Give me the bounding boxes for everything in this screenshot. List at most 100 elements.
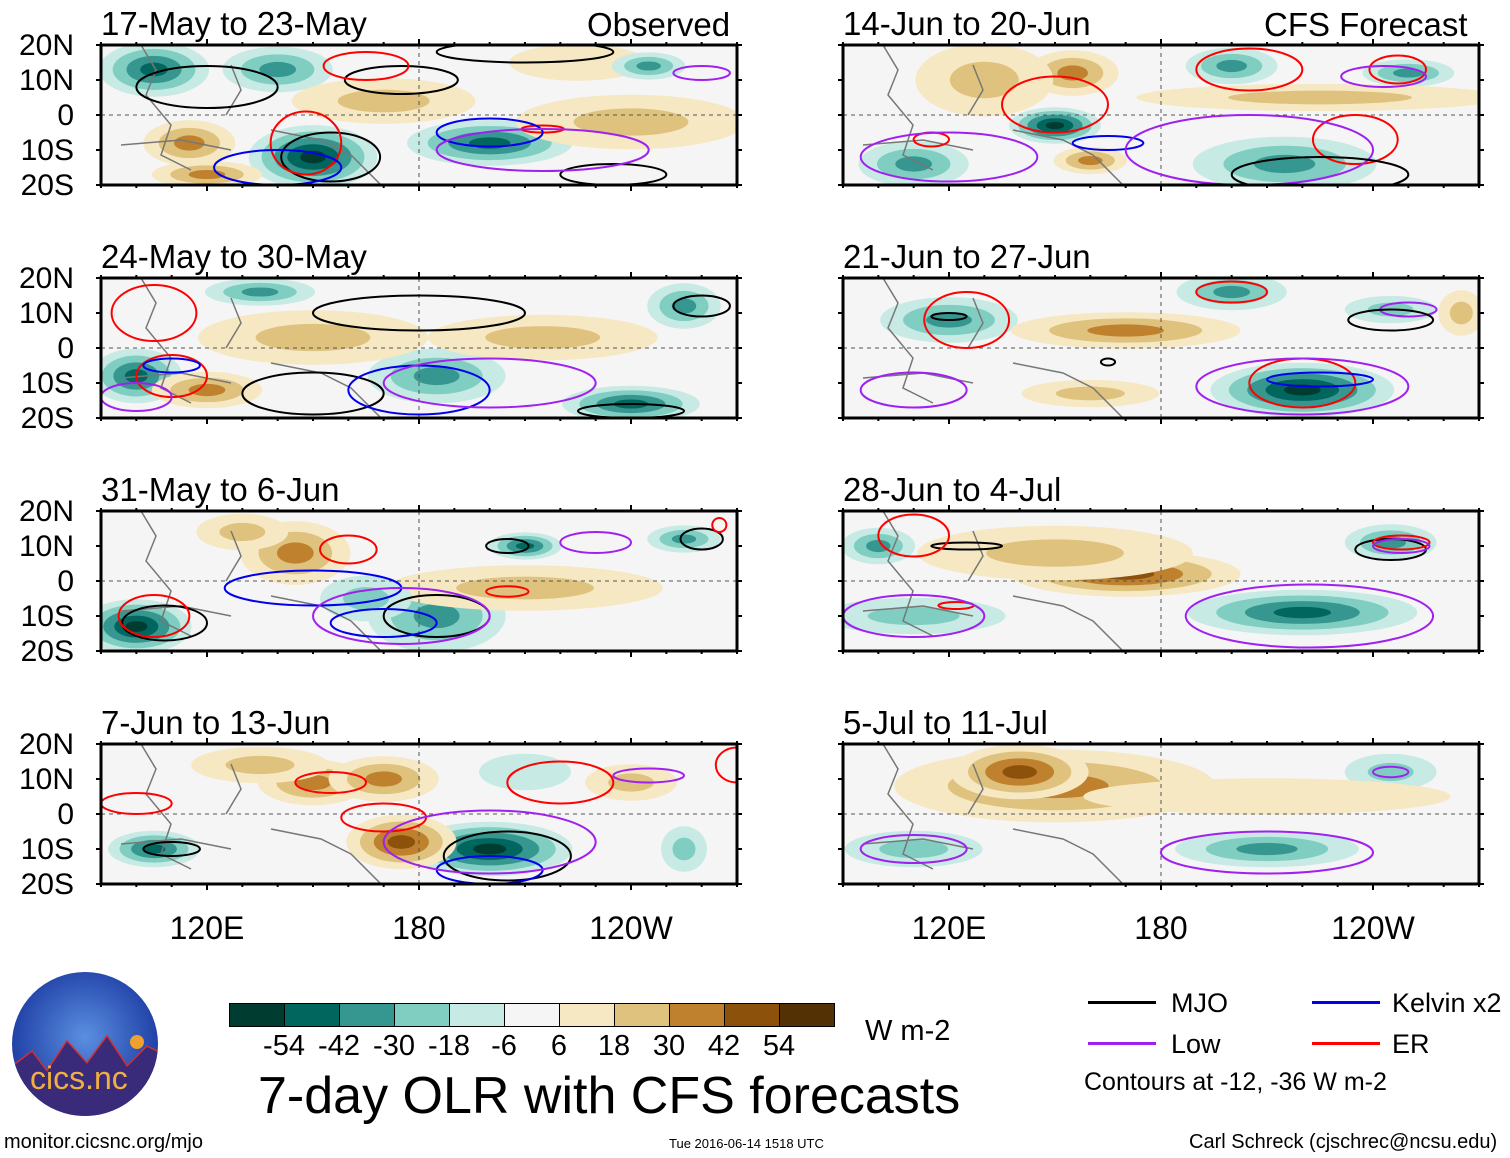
mjo-contour bbox=[1230, 156, 1410, 185]
panel-title: 31-May to 6-Jun bbox=[101, 471, 340, 508]
olr-anomaly-blob bbox=[142, 844, 166, 854]
olr-map-panel bbox=[96, 272, 742, 424]
olr-anomaly-blob bbox=[473, 843, 507, 855]
olr-anomaly-blob bbox=[219, 522, 266, 542]
olr-map-panel bbox=[838, 505, 1484, 657]
lat-label: 10N bbox=[18, 297, 74, 330]
lon-label: 180 bbox=[1134, 910, 1188, 946]
kelvin-contour bbox=[142, 357, 201, 374]
olr-anomaly-blob bbox=[140, 62, 168, 77]
olr-anomaly-blob bbox=[188, 383, 226, 397]
footer-url[interactable]: monitor.cicsnc.org/mjo bbox=[4, 1131, 203, 1153]
lon-label: 180 bbox=[392, 910, 446, 946]
low-contour bbox=[1124, 114, 1374, 185]
map-layer bbox=[843, 744, 1479, 884]
olr-map-panel bbox=[838, 738, 1484, 890]
colorbar-swatch bbox=[725, 1004, 780, 1026]
kelvin-contour bbox=[1071, 135, 1145, 151]
coastline bbox=[120, 511, 382, 651]
mjo-contour bbox=[241, 371, 385, 416]
coastline bbox=[862, 744, 1124, 884]
map-layer bbox=[843, 45, 1479, 185]
colorbar-swatch bbox=[395, 1004, 450, 1026]
olr-anomaly-blob bbox=[1228, 90, 1412, 105]
coastline bbox=[120, 744, 382, 884]
er-contour bbox=[711, 517, 728, 533]
lat-label: 10N bbox=[18, 763, 74, 796]
olr-anomaly-blob bbox=[636, 61, 661, 71]
olr-anomaly-blob bbox=[949, 61, 1019, 99]
olr-anomaly-blob bbox=[515, 542, 535, 550]
colorbar-label: -54 bbox=[263, 1030, 305, 1062]
mjo-contour bbox=[435, 45, 615, 64]
lon-label: 120W bbox=[1331, 910, 1415, 946]
lon-label: 120E bbox=[169, 910, 245, 946]
colorbar-units: W m-2 bbox=[865, 1015, 951, 1047]
colorbar-swatch bbox=[450, 1004, 505, 1026]
er-contour bbox=[101, 792, 173, 815]
low-contour bbox=[101, 382, 173, 412]
olr-anomaly-blob bbox=[866, 539, 891, 553]
main-title: 7-day OLR with CFS forecasts bbox=[258, 1067, 961, 1125]
low-contour bbox=[382, 809, 597, 875]
er-contour bbox=[110, 284, 198, 342]
legend-kelvin-label: Kelvin x2 bbox=[1392, 988, 1502, 1018]
panel-title: 24-May to 30-May bbox=[101, 238, 367, 275]
low-contour bbox=[435, 128, 650, 172]
olr-map-panel bbox=[96, 39, 742, 191]
colorbar-swatch bbox=[780, 1004, 834, 1026]
panel-title: 14-Jun to 20-Jun bbox=[843, 5, 1091, 42]
mjo-contour bbox=[559, 163, 668, 185]
coastline bbox=[120, 278, 382, 418]
olr-anomaly-blob bbox=[986, 539, 1124, 567]
lat-label: 10N bbox=[18, 64, 74, 97]
er-contour bbox=[923, 291, 1011, 349]
olr-anomaly-blob bbox=[895, 156, 933, 172]
mjo-contour bbox=[1347, 308, 1435, 332]
lat-label: 0 bbox=[57, 798, 74, 831]
lat-label: 20S bbox=[20, 169, 74, 202]
footer-credit: Carl Schreck (cjschrec@ncsu.edu) bbox=[1189, 1131, 1498, 1153]
mjo-contour bbox=[135, 65, 279, 109]
legend-er-line bbox=[1312, 1042, 1380, 1045]
lat-label: 10S bbox=[20, 134, 74, 167]
low-contour bbox=[559, 531, 632, 554]
er-contour bbox=[1372, 534, 1431, 551]
map-layer bbox=[101, 511, 737, 651]
olr-anomaly-blob bbox=[1236, 842, 1298, 856]
lat-label: 20S bbox=[20, 868, 74, 901]
panel-title: 7-Jun to 13-Jun bbox=[101, 704, 331, 741]
er-contour bbox=[269, 110, 343, 176]
coastline bbox=[862, 278, 1124, 418]
er-contour bbox=[1195, 280, 1268, 304]
colorbar-label: 30 bbox=[652, 1030, 686, 1062]
low-contour bbox=[672, 65, 731, 81]
olr-anomaly-blob bbox=[671, 298, 697, 314]
olr-anomaly-blob bbox=[573, 108, 689, 136]
colorbar-swatch bbox=[230, 1004, 285, 1026]
colorbar-swatch bbox=[560, 1004, 615, 1026]
olr-anomaly-blob bbox=[1213, 285, 1251, 299]
logo-text: cics.nc bbox=[30, 1060, 128, 1096]
low-contour bbox=[843, 594, 986, 638]
mjo-contour bbox=[1099, 357, 1117, 367]
map-layer bbox=[101, 744, 737, 884]
footer-timestamp: Tue 2016-06-14 1518 UTC bbox=[669, 1136, 824, 1151]
lat-label: 20N bbox=[18, 495, 74, 528]
er-contour bbox=[1311, 114, 1399, 165]
mjo-contour bbox=[142, 841, 201, 857]
lat-label: 0 bbox=[57, 332, 74, 365]
panel-title: 21-Jun to 27-Jun bbox=[843, 238, 1091, 275]
panel-title: 17-May to 23-May bbox=[101, 5, 367, 42]
lat-label: 10S bbox=[20, 600, 74, 633]
colorbar-label: 54 bbox=[762, 1030, 796, 1062]
map-layer bbox=[101, 278, 737, 418]
colorbar-swatch bbox=[285, 1004, 340, 1026]
er-contour bbox=[485, 585, 530, 598]
olr-anomaly-blob bbox=[241, 287, 279, 297]
lat-label: 0 bbox=[57, 565, 74, 598]
er-contour bbox=[1001, 75, 1109, 134]
olr-anomaly-blob bbox=[276, 542, 314, 564]
olr-map-panel bbox=[96, 738, 742, 890]
olr-anomaly-blob bbox=[1367, 762, 1414, 782]
